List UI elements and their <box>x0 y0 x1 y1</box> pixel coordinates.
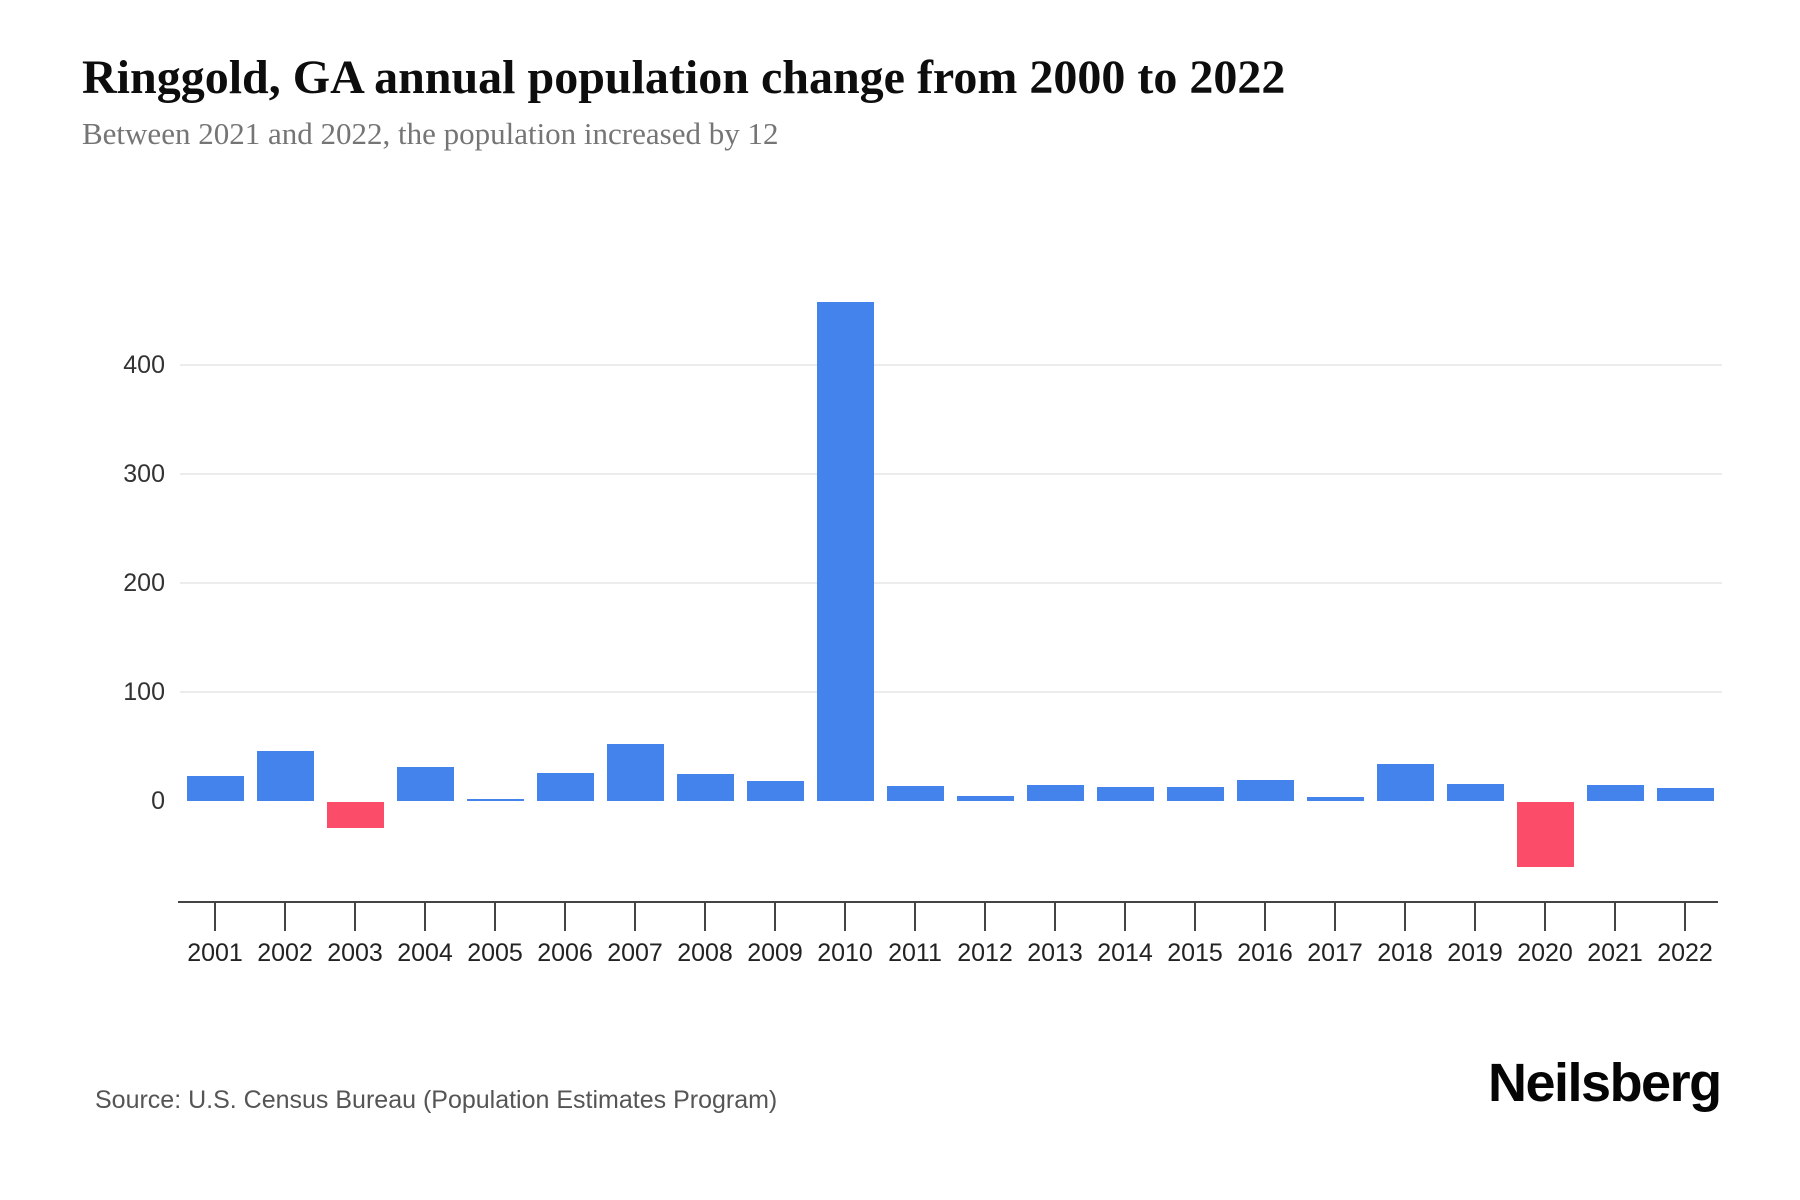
x-axis-tick-2004 <box>424 901 426 931</box>
y-axis-label-0: 0 <box>151 787 165 815</box>
x-axis-tick-2011 <box>914 901 916 931</box>
chart-title: Ringgold, GA annual population change fr… <box>82 51 1286 104</box>
bar-2002 <box>256 750 314 801</box>
bar-2005 <box>466 798 524 801</box>
gridline-400 <box>180 364 1722 366</box>
bar-2014 <box>1096 786 1154 801</box>
bar-2008 <box>676 773 734 801</box>
x-axis-tick-2006 <box>564 901 566 931</box>
x-axis-label-2011: 2011 <box>888 939 942 967</box>
x-axis-tick-2016 <box>1264 901 1266 931</box>
y-axis-label-400: 400 <box>123 351 165 379</box>
x-axis-label-2022: 2022 <box>1657 939 1713 967</box>
bar-2022 <box>1656 787 1714 801</box>
bar-2019 <box>1446 783 1504 801</box>
x-axis-tick-2012 <box>984 901 986 931</box>
x-axis-label-2003: 2003 <box>327 939 383 967</box>
gridline-100 <box>180 691 1722 693</box>
bar-2001 <box>186 775 244 801</box>
bar-2010 <box>816 301 874 801</box>
x-axis-label-2002: 2002 <box>257 939 313 967</box>
y-axis-label-200: 200 <box>123 569 165 597</box>
bar-2007 <box>606 744 664 801</box>
x-axis-tick-2020 <box>1544 901 1546 931</box>
x-axis-label-2020: 2020 <box>1517 939 1573 967</box>
x-axis-label-2010: 2010 <box>817 939 873 967</box>
x-axis-tick-2021 <box>1614 901 1616 931</box>
x-axis-tick-2009 <box>774 901 776 931</box>
x-axis-label-2001: 2001 <box>187 939 243 967</box>
x-axis-tick-2002 <box>284 901 286 931</box>
x-axis-line <box>178 901 1718 903</box>
bar-2003 <box>326 802 384 829</box>
bar-2013 <box>1026 784 1084 801</box>
gridline-200 <box>180 582 1722 584</box>
x-axis-tick-2001 <box>214 901 216 931</box>
x-axis-label-2008: 2008 <box>677 939 733 967</box>
x-axis-label-2018: 2018 <box>1377 939 1433 967</box>
x-axis-label-2005: 2005 <box>467 939 523 967</box>
x-axis-label-2021: 2021 <box>1587 939 1643 967</box>
x-axis-tick-2019 <box>1474 901 1476 931</box>
x-axis-tick-2014 <box>1124 901 1126 931</box>
x-axis-tick-2017 <box>1334 901 1336 931</box>
x-axis-label-2014: 2014 <box>1097 939 1153 967</box>
bar-2009 <box>746 781 804 801</box>
source-attribution: Source: U.S. Census Bureau (Population E… <box>95 1086 778 1114</box>
x-axis-tick-2007 <box>634 901 636 931</box>
x-axis-label-2009: 2009 <box>747 939 803 967</box>
x-axis-label-2016: 2016 <box>1237 939 1293 967</box>
x-axis-tick-2003 <box>354 901 356 931</box>
bar-2018 <box>1376 763 1434 801</box>
x-axis-label-2012: 2012 <box>957 939 1013 967</box>
gridline-300 <box>180 473 1722 475</box>
x-axis-tick-2018 <box>1404 901 1406 931</box>
bar-2020 <box>1516 802 1574 868</box>
x-axis-tick-2010 <box>844 901 846 931</box>
x-axis-label-2019: 2019 <box>1447 939 1503 967</box>
x-axis-label-2017: 2017 <box>1307 939 1363 967</box>
neilsberg-logo: Neilsberg <box>1488 1053 1722 1113</box>
x-axis-tick-2013 <box>1054 901 1056 931</box>
bar-2012 <box>956 795 1014 801</box>
x-axis-label-2006: 2006 <box>537 939 593 967</box>
x-axis-tick-2005 <box>494 901 496 931</box>
x-axis-tick-2008 <box>704 901 706 931</box>
x-axis-label-2015: 2015 <box>1167 939 1223 967</box>
bar-2015 <box>1166 786 1224 801</box>
chart-subtitle: Between 2021 and 2022, the population in… <box>82 116 779 151</box>
bar-2006 <box>536 772 594 801</box>
x-axis-label-2007: 2007 <box>607 939 663 967</box>
x-axis-tick-2022 <box>1684 901 1686 931</box>
bar-2016 <box>1236 780 1294 801</box>
y-axis-label-300: 300 <box>123 460 165 488</box>
bar-2017 <box>1306 796 1364 801</box>
y-axis-label-100: 100 <box>123 678 165 706</box>
bar-2004 <box>396 767 454 801</box>
bar-2011 <box>886 785 944 801</box>
x-axis-label-2013: 2013 <box>1027 939 1083 967</box>
bar-2021 <box>1586 784 1644 801</box>
x-axis-tick-2015 <box>1194 901 1196 931</box>
x-axis-label-2004: 2004 <box>397 939 453 967</box>
